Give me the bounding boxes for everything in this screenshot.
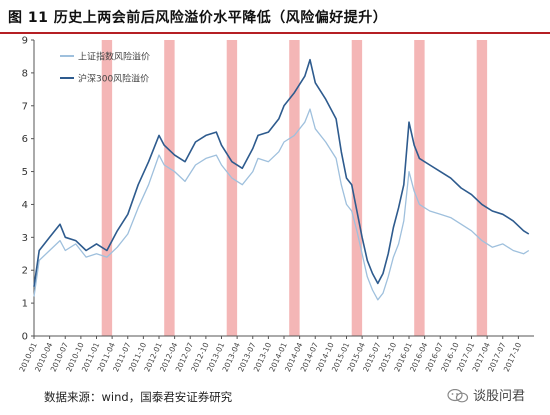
risk-premium-line-chart: 01234567892010-012010-042010-072010-1020… bbox=[17, 36, 534, 373]
y-tick-label: 4 bbox=[22, 200, 28, 211]
series-line-1 bbox=[33, 108, 530, 301]
y-tick-label: 7 bbox=[22, 101, 28, 112]
series-line-2 bbox=[33, 58, 530, 287]
watermark-text: 谈股问君 bbox=[473, 389, 526, 404]
shaded-period-3 bbox=[226, 40, 238, 336]
figure-header: 图 11 历史上两会前后风险溢价水平降低（风险偏好提升） bbox=[0, 0, 550, 34]
wechat-icon bbox=[447, 388, 469, 402]
watermark: 谈股问君 bbox=[447, 385, 525, 404]
shaded-period-7 bbox=[476, 40, 488, 336]
y-tick-label: 9 bbox=[22, 36, 28, 47]
shaded-period-1 bbox=[101, 40, 113, 336]
legend-label-2: 沪深300风险溢价 bbox=[78, 73, 149, 85]
y-tick-label: 8 bbox=[22, 68, 28, 79]
y-tick-label: 6 bbox=[22, 134, 28, 145]
y-tick-label: 3 bbox=[22, 233, 28, 244]
legend-label-1: 上证指数风险溢价 bbox=[78, 51, 150, 63]
shaded-period-5 bbox=[351, 40, 363, 336]
y-tick-label: 2 bbox=[22, 266, 28, 277]
y-tick-label: 0 bbox=[22, 332, 28, 343]
y-tick-label: 5 bbox=[22, 167, 28, 178]
shaded-period-6 bbox=[414, 40, 425, 336]
data-source-note: 数据来源：wind，国泰君安证券研究 bbox=[44, 390, 233, 404]
chart-title: 图 11 历史上两会前后风险溢价水平降低（风险偏好提升） bbox=[8, 10, 388, 26]
shaded-period-2 bbox=[164, 40, 175, 336]
y-tick-label: 1 bbox=[22, 299, 28, 310]
shaded-period-4 bbox=[289, 40, 300, 336]
